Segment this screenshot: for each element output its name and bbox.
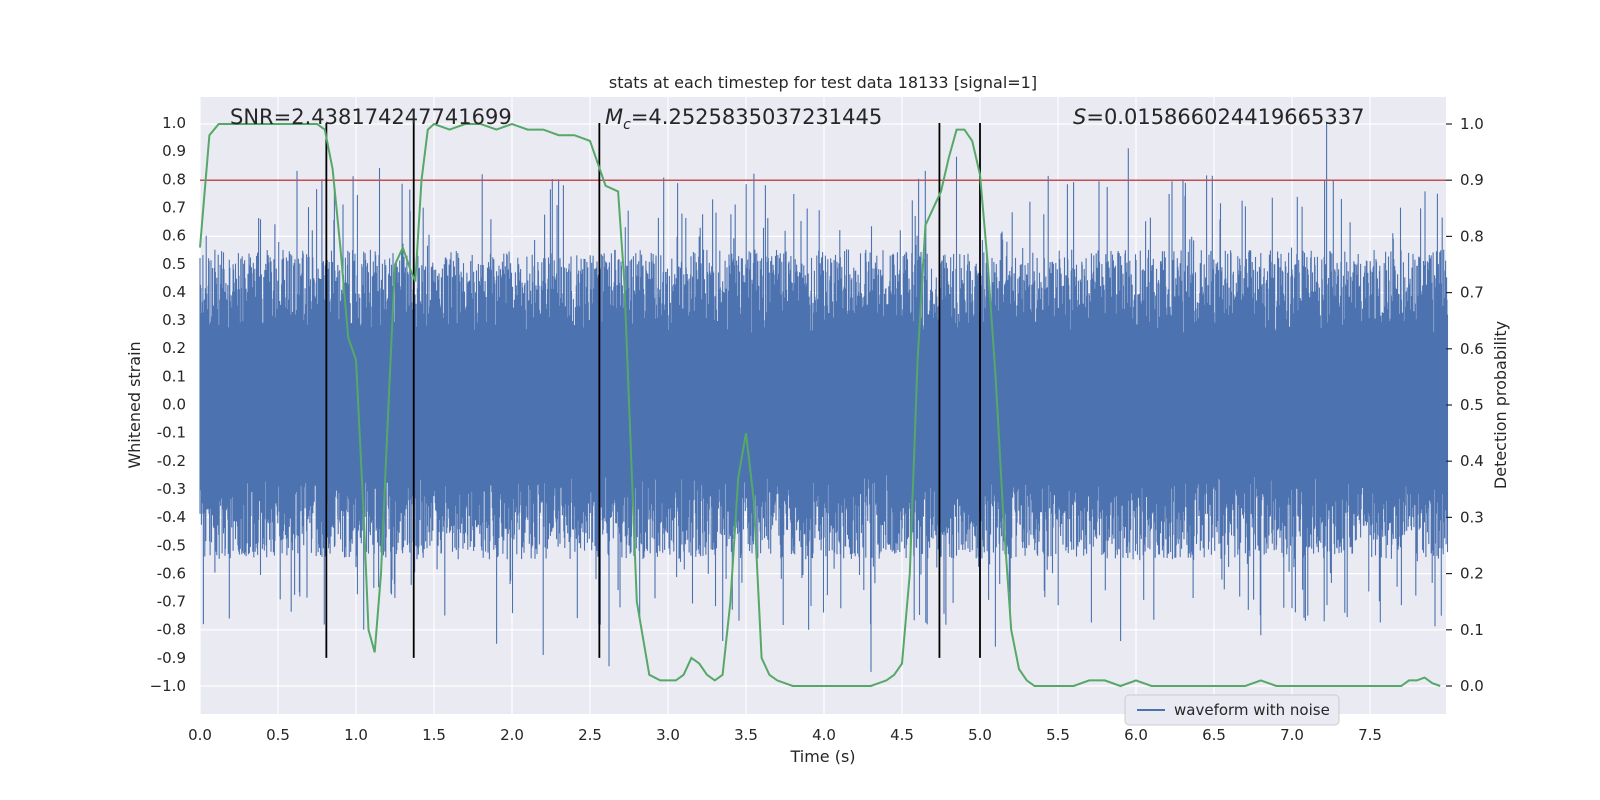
y-tick-label: 0.1 [162,367,186,385]
x-tick-label: 1.0 [344,726,368,744]
x-tick-label: 4.0 [812,726,836,744]
y-tick-label: 0.6 [162,227,186,245]
y-tick-label: -0.1 [157,424,186,442]
y-tick-label: -0.7 [157,593,186,611]
x-tick-label: 0.5 [266,726,290,744]
y-tick-label: −1.0 [150,677,186,695]
y2-tick-label: 0.0 [1460,677,1484,695]
mc-symbol: M [605,105,623,129]
y2-tick-label: 1.0 [1460,115,1484,133]
x-tick-label: 0.0 [188,726,212,744]
y2-tick-label: 0.1 [1460,621,1484,639]
y-tick-label: 0.7 [162,198,186,216]
x-tick-label: 2.0 [500,726,524,744]
y-tick-label: -0.4 [157,508,186,526]
x-ticks: 0.0 0.5 1.0 1.5 2.0 2.5 3.0 3.5 4.0 4.5 5.0 5.5 6.0 6… [188,726,1382,744]
y-tick-label: 0.0 [162,396,186,414]
x-tick-label: 3.0 [656,726,680,744]
x-tick-label: 7.5 [1358,726,1382,744]
y-tick-label: 1.0 [162,114,186,132]
x-tick-label: 2.5 [578,726,602,744]
y-tick-label: -0.3 [157,480,186,498]
y-tick-label: 0.3 [162,311,186,329]
s-value: =0.015866024419665337 [1086,105,1364,129]
legend: waveform with noise [1124,694,1340,726]
y-ticks: 1.0 0.9 0.8 0.7 0.6 0.5 0.4 0.3 0.2 0.1 0.0 -0.1 -0.… [150,114,186,695]
y-tick-label: 0.2 [162,339,186,357]
waveform-core [200,348,1448,461]
y2-tick-label: 0.4 [1460,452,1484,470]
vertical-lines [325,123,981,658]
y2-tick-label: 0.8 [1460,227,1484,245]
probability-line [199,122,1441,688]
x-tick-label: 1.5 [422,726,446,744]
y-tick-label: -0.6 [157,564,186,582]
x-tick-label: 3.5 [734,726,758,744]
y2-tick-label: 0.3 [1460,508,1484,526]
x-tick-label: 4.5 [890,726,914,744]
y-tick-label: -0.2 [157,452,186,470]
y-tick-label: 0.5 [162,255,186,273]
x-tick-label: 5.0 [968,726,992,744]
chart-title: stats at each timestep for test data 181… [609,73,1037,92]
snr-annotation: SNR=2.438174247741699 [230,105,512,129]
y2-ticks: 1.0 0.9 0.8 0.7 0.6 0.5 0.4 0.3 0.2 0.1 0.0 [1446,115,1484,695]
x-tick-label: 6.0 [1124,726,1148,744]
y2-tick-label: 0.9 [1460,171,1484,189]
y-tick-label: -0.9 [157,649,186,667]
s-symbol: S [1073,105,1086,129]
mc-value: =4.2525835037231445 [631,105,882,129]
x-tick-label: 5.5 [1046,726,1070,744]
y-tick-label: -0.8 [157,621,186,639]
y-tick-label: 0.8 [162,170,186,188]
x-tick-label: 7.0 [1280,726,1304,744]
y2-tick-label: 0.6 [1460,340,1484,358]
mc-subscript: c [623,117,631,133]
s-annotation: S=0.015866024419665337 [1073,105,1364,129]
y2-tick-label: 0.2 [1460,565,1484,583]
x-axis-label: Time (s) [789,747,855,766]
y-tick-label: -0.5 [157,536,186,554]
probability-series [199,122,1441,688]
mc-annotation: Mc=4.2525835037231445 [605,105,882,133]
waveform-series [199,123,1449,672]
legend-box [1124,694,1340,726]
legend-entry: waveform with noise [1174,701,1330,719]
x-tick-label: 6.5 [1202,726,1226,744]
y-tick-label: 0.9 [162,142,186,160]
y2-tick-label: 0.5 [1460,396,1484,414]
y2-tick-label: 0.7 [1460,284,1484,302]
y-tick-label: 0.4 [162,283,186,301]
y-axis-label: Whitened strain [125,341,144,468]
y2-axis-label: Detection probability [1491,321,1510,489]
